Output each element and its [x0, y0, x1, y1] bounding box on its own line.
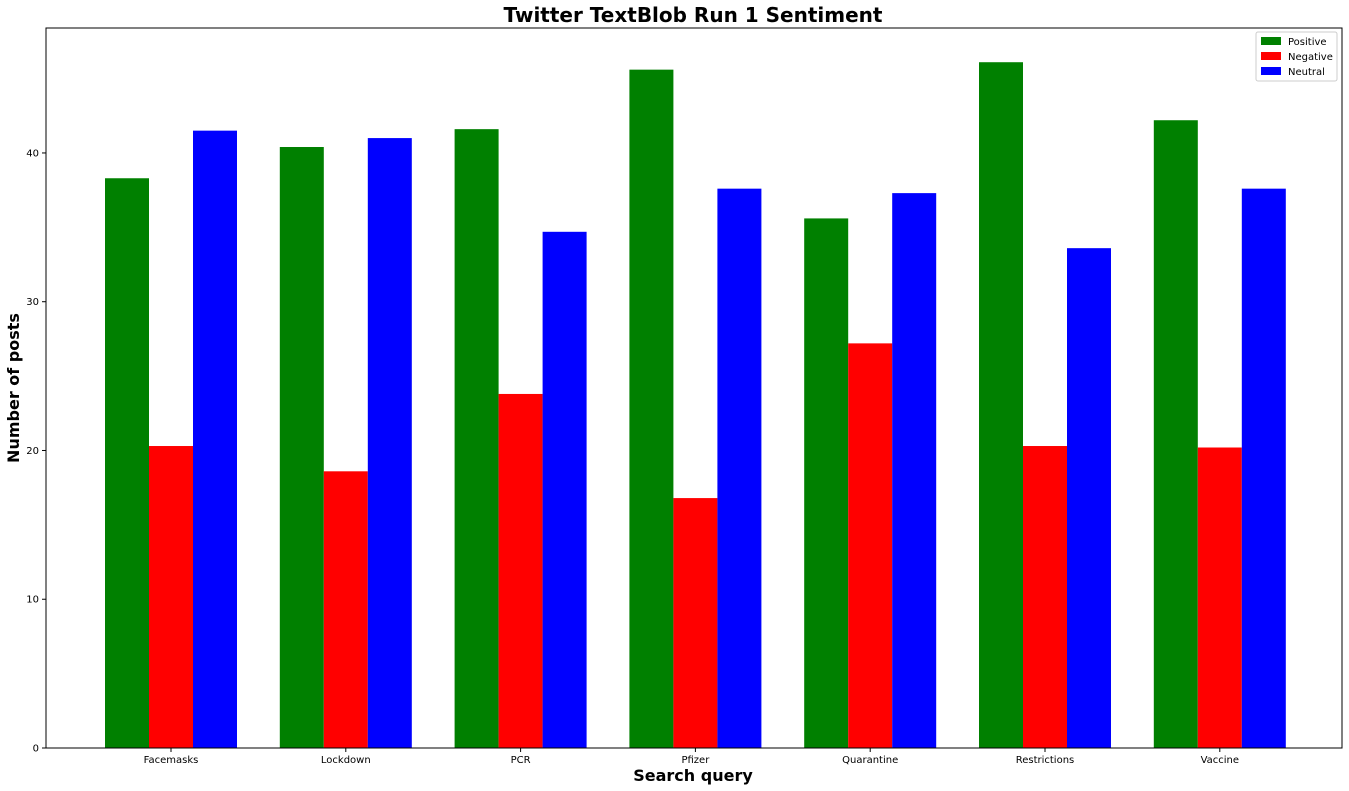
legend-label-positive: Positive	[1288, 37, 1327, 48]
y-tick-label: 20	[26, 446, 39, 457]
x-tick-label: Pfizer	[681, 755, 710, 766]
y-axis-title: Number of posts	[4, 313, 23, 463]
x-tick-label: PCR	[511, 755, 531, 766]
bar-positive-vaccine	[1153, 120, 1198, 749]
y-tick-label: 10	[26, 595, 39, 606]
x-tick-label: Quarantine	[842, 755, 898, 766]
x-tick-label: Restrictions	[1016, 755, 1075, 766]
legend-swatch-positive	[1261, 37, 1281, 45]
bar-neutral-facemasks	[193, 130, 237, 748]
bar-negative-restrictions	[1023, 446, 1067, 748]
legend-label-neutral: Neutral	[1288, 67, 1325, 78]
y-tick-label: 30	[26, 297, 39, 308]
bar-negative-lockdown	[323, 471, 368, 748]
bar-negative-pfizer	[673, 498, 718, 748]
y-tick-label: 0	[33, 744, 39, 755]
legend-swatch-negative	[1261, 52, 1281, 60]
legend-swatch-neutral	[1261, 67, 1281, 75]
bar-neutral-lockdown	[367, 138, 412, 748]
x-axis-title: Search query	[633, 766, 753, 785]
x-tick-label: Facemasks	[144, 755, 199, 766]
x-tick-label: Vaccine	[1201, 755, 1239, 766]
bar-positive-pcr	[454, 129, 499, 748]
bar-positive-restrictions	[979, 62, 1023, 749]
bar-positive-facemasks	[105, 178, 149, 749]
x-tick-label: Lockdown	[321, 755, 371, 766]
bar-neutral-restrictions	[1067, 248, 1111, 748]
bar-neutral-pcr	[542, 231, 587, 749]
bar-positive-pfizer	[629, 69, 674, 748]
y-axis: 0 10 20 30 40	[26, 148, 46, 755]
bar-negative-facemasks	[149, 446, 193, 748]
bar-negative-vaccine	[1197, 447, 1242, 748]
legend: Positive Negative Neutral	[1255, 31, 1338, 82]
bar-positive-quarantine	[804, 218, 849, 749]
x-axis: Facemasks Lockdown PCR Pfizer Quarantine Rest…	[144, 748, 1239, 766]
bar-negative-pcr	[498, 393, 543, 748]
y-tick-label: 40	[26, 148, 39, 159]
chart-title: Twitter TextBlob Run 1 Sentiment	[504, 3, 883, 27]
legend-label-negative: Negative	[1288, 52, 1333, 63]
bar-neutral-vaccine	[1241, 188, 1286, 749]
bar-neutral-quarantine	[892, 193, 937, 748]
plot-frame	[45, 27, 1343, 749]
bars-layer	[105, 62, 1286, 749]
bar-negative-quarantine	[848, 343, 893, 748]
bar-positive-lockdown	[279, 147, 324, 748]
bar-neutral-pfizer	[717, 188, 762, 749]
